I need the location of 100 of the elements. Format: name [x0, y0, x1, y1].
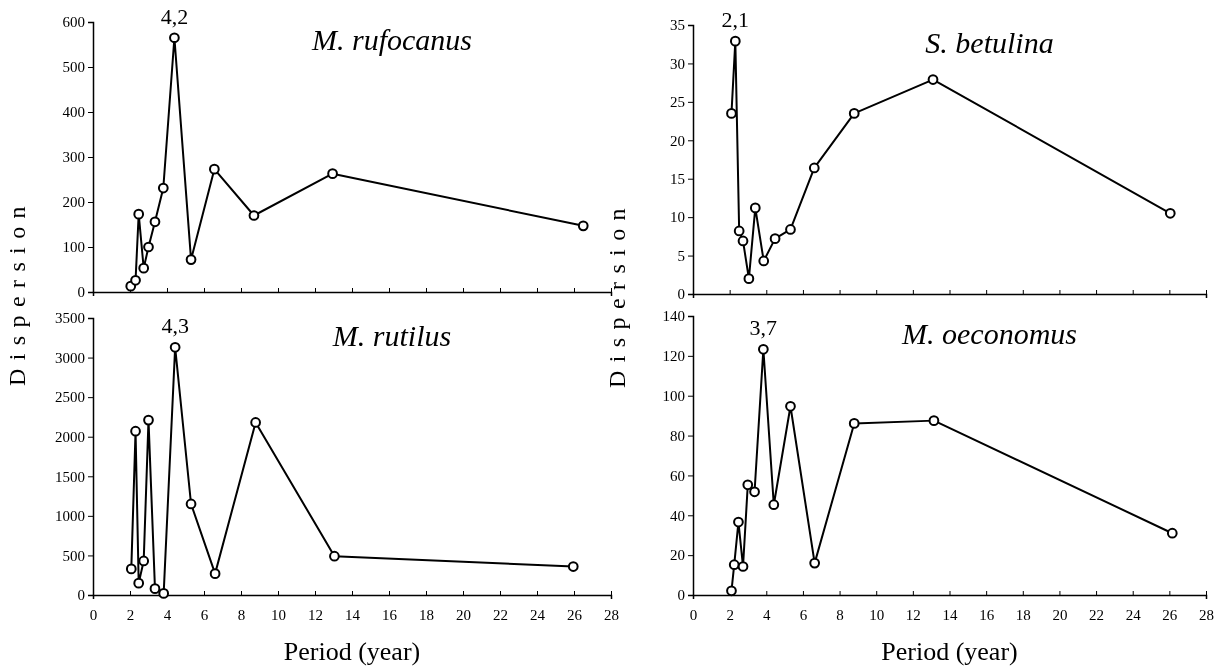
- x-tick-label: 8: [237, 607, 246, 623]
- point: [130, 425, 141, 437]
- y-tick-label: 3500: [55, 310, 85, 327]
- y-tick-label: 2000: [55, 429, 85, 446]
- chart-title: M. oeconomus: [901, 317, 1077, 350]
- y-tick-label: 400: [62, 104, 85, 121]
- point: [808, 162, 820, 174]
- y-tick-label: 500: [62, 547, 85, 564]
- x-tick-label: 2: [126, 607, 135, 623]
- point: [742, 479, 754, 491]
- point: [125, 563, 137, 575]
- y-tick-label: 500: [62, 59, 85, 76]
- y-tick-label: 35: [670, 17, 685, 34]
- point: [138, 262, 150, 274]
- x-tick-label: 26: [567, 607, 583, 623]
- y-tick-label: 0: [677, 587, 685, 604]
- point: [785, 224, 796, 235]
- y-tick-label: 3000: [55, 349, 85, 366]
- point: [208, 163, 220, 175]
- chart-title: S. betulina: [925, 26, 1054, 59]
- x-tick-label: 6: [200, 607, 209, 623]
- point: [737, 561, 749, 572]
- point: [567, 561, 579, 572]
- x-tick-label: 28: [1199, 607, 1214, 623]
- point: [157, 182, 169, 194]
- point: [158, 588, 170, 599]
- chart-title: M. rutilus: [331, 319, 452, 352]
- x-tick-label: 10: [271, 607, 286, 623]
- point: [928, 415, 940, 426]
- x-tick-label: 2: [726, 607, 734, 623]
- chart-title: M. rufocanus: [311, 23, 472, 56]
- y-tick-label: 80: [670, 427, 685, 444]
- x-tick-label: 6: [799, 607, 808, 623]
- y-tick-label: 25: [670, 94, 685, 111]
- y-tick-label: 200: [62, 194, 85, 211]
- point: [130, 274, 141, 286]
- point: [743, 273, 755, 284]
- point: [185, 254, 197, 265]
- point: [143, 241, 154, 253]
- x-tick-label: 8: [836, 607, 844, 623]
- y-tick-label: 0: [677, 286, 685, 303]
- y-tick-label: 600: [62, 14, 85, 31]
- point: [209, 568, 221, 579]
- x-tick-label: 24: [530, 607, 546, 623]
- y-tick-label: 140: [662, 308, 685, 325]
- x-tick-label: 20: [1052, 607, 1068, 623]
- point: [250, 417, 261, 428]
- point: [138, 555, 150, 567]
- point: [143, 414, 154, 426]
- point: [768, 499, 780, 511]
- x-tick-label: 14: [942, 607, 958, 623]
- point: [785, 400, 796, 412]
- point: [185, 498, 197, 510]
- point: [726, 585, 737, 597]
- y-tick-label: 300: [62, 149, 85, 166]
- annotation: 2,1: [721, 7, 750, 33]
- point: [809, 557, 821, 569]
- x-tick-label: 22: [1089, 607, 1105, 623]
- x-tick-label: 14: [345, 607, 361, 623]
- y-tick-label: 60: [670, 467, 685, 484]
- x-tick-label: 10: [869, 607, 885, 623]
- y-tick-label: 0: [77, 587, 85, 604]
- y-tick-label: 120: [662, 348, 685, 365]
- x-tick-label: 12: [905, 607, 921, 623]
- x-tick-label: 28: [604, 607, 619, 623]
- point: [848, 108, 860, 119]
- x-axis-title: Period (year): [881, 637, 1018, 666]
- x-tick-label: 4: [163, 607, 172, 623]
- point: [749, 486, 760, 498]
- point: [726, 108, 737, 119]
- y-tick-label: 1500: [55, 468, 85, 485]
- point: [758, 255, 770, 267]
- x-tick-label: 22: [493, 607, 508, 623]
- point: [729, 35, 741, 47]
- x-tick-label: 20: [456, 607, 471, 623]
- y-tick-label: 0: [77, 284, 85, 301]
- x-tick-label: 0: [689, 607, 698, 623]
- y-tick-label: 30: [670, 55, 685, 72]
- x-tick-label: 18: [419, 607, 434, 623]
- point: [927, 74, 939, 85]
- y-tick-label: 10: [670, 209, 685, 226]
- point: [737, 235, 749, 247]
- y-tick-label: 5: [677, 247, 685, 264]
- x-tick-label: 4: [763, 607, 772, 623]
- point: [728, 559, 740, 571]
- y-tick-label: 1000: [55, 508, 85, 525]
- y-tick-label: 100: [662, 388, 685, 405]
- point: [1164, 207, 1176, 219]
- point: [733, 516, 744, 528]
- point: [248, 210, 260, 221]
- y-tick-label: 20: [670, 132, 685, 149]
- annotation: 3,7: [749, 315, 778, 341]
- x-tick-label: 16: [382, 607, 398, 623]
- x-tick-label: 12: [308, 607, 323, 623]
- point: [133, 208, 145, 220]
- point: [149, 216, 161, 228]
- point: [769, 233, 781, 245]
- y-tick-label: 40: [670, 507, 685, 524]
- x-tick-label: 24: [1125, 607, 1142, 623]
- point: [848, 418, 860, 429]
